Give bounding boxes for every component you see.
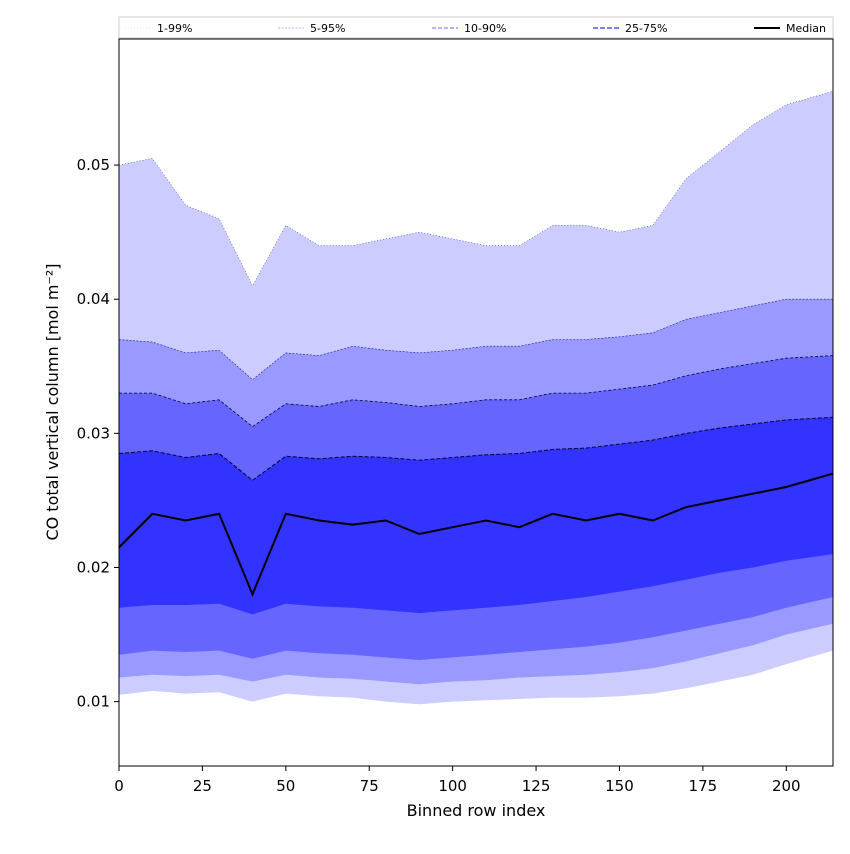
y-tick-label: 0.02: [77, 558, 110, 576]
band-upper-edge: [119, 91, 833, 287]
legend-label: 10-90%: [464, 22, 506, 35]
x-axis-ticks: 0 25 50 75 100 125 150 175 200: [114, 766, 801, 795]
x-tick-label: 75: [360, 777, 379, 795]
x-tick-label: 150: [605, 777, 634, 795]
band-upper-edge: [119, 355, 833, 428]
median-line: [119, 472, 833, 597]
legend-label: 25-75%: [625, 22, 667, 35]
x-tick-label: 0: [114, 777, 124, 795]
band-upper-edge: [119, 416, 833, 481]
x-tick-label: 175: [689, 777, 718, 795]
legend-label: Median: [786, 22, 826, 35]
x-tick-label: 25: [193, 777, 212, 795]
x-tick-label: 50: [276, 777, 295, 795]
legend-label: 5-95%: [310, 22, 345, 35]
y-axis-label: CO total vertical column [mol m⁻²]: [43, 263, 62, 540]
band-25-75pct: [119, 417, 833, 615]
y-tick-label: 0.01: [77, 693, 110, 711]
y-tick-label: 0.03: [77, 424, 110, 442]
x-tick-label: 100: [438, 777, 467, 795]
median-group: [119, 472, 833, 597]
y-tick-label: 0.04: [77, 290, 110, 308]
band-upper-edge: [119, 298, 833, 381]
legend-frame: [118, 16, 834, 39]
y-tick-label: 0.05: [77, 156, 110, 174]
band-group: [119, 91, 833, 705]
legend-label: 1-99%: [157, 22, 192, 35]
plot-frame: [118, 38, 834, 767]
y-axis-ticks: 0.01 0.02 0.03 0.04 0.05: [77, 156, 119, 711]
x-tick-label: 125: [522, 777, 551, 795]
legend: 1-99% 5-95% 10-90% 25-75% Median: [118, 16, 834, 39]
x-tick-label: 200: [772, 777, 801, 795]
x-axis-label: Binned row index: [407, 801, 546, 820]
